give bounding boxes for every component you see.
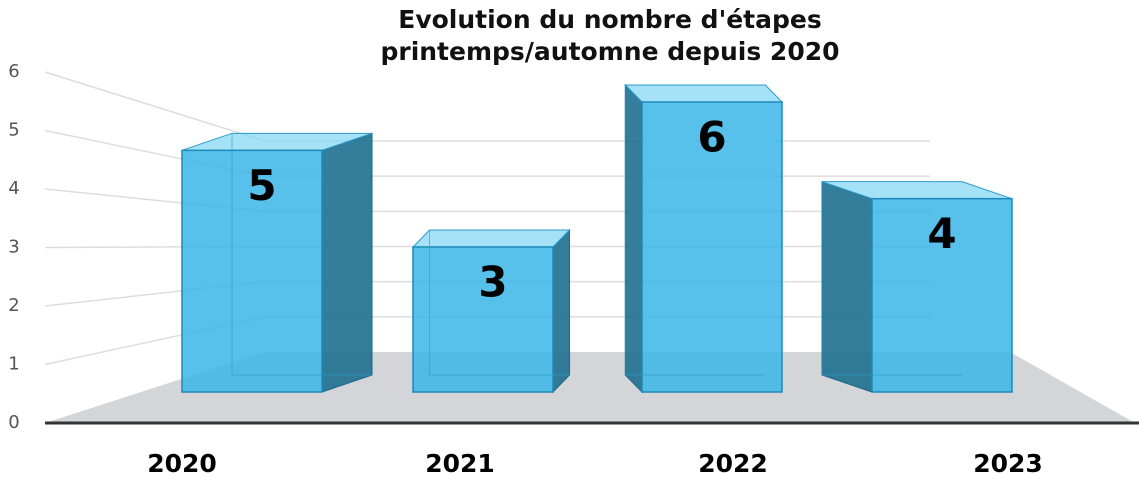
bar-side [821, 180, 873, 393]
x-tick-label: 2021 [425, 449, 495, 478]
bar [181, 149, 323, 393]
y-tick-label: 2 [8, 295, 19, 316]
bar-inner-edge [231, 133, 373, 376]
y-tick-label: 6 [8, 61, 19, 82]
chart-title: Evolution du nombre d'étapes printemps/a… [380, 5, 840, 66]
bar-side [552, 228, 571, 394]
bar-side [624, 83, 643, 394]
y-tick-label: 4 [8, 178, 19, 199]
y-tick-label: 1 [8, 354, 19, 375]
data-label: 6 [697, 113, 726, 162]
y-tick-label: 5 [8, 120, 19, 141]
y-tick-label: 3 [8, 237, 19, 258]
grid-line [44, 71, 930, 142]
bar-top [624, 84, 784, 103]
bar [641, 101, 783, 393]
bar-inner-edge [624, 85, 766, 376]
bar-inner-edge [821, 181, 962, 376]
y-tick-label: 0 [8, 412, 19, 433]
grid-line [44, 188, 930, 213]
grid-line [44, 129, 930, 177]
x-tick-label: 2020 [147, 449, 217, 478]
bar [412, 246, 554, 393]
x-tick-label: 2022 [698, 449, 768, 478]
x-tick-label: 2023 [973, 449, 1043, 478]
bar [871, 197, 1013, 393]
data-label: 5 [247, 161, 276, 210]
data-label: 3 [478, 258, 507, 307]
data-label: 4 [927, 209, 956, 258]
bar-side [321, 132, 373, 393]
bar-inner-edge [429, 230, 570, 376]
bar-top [411, 229, 571, 248]
